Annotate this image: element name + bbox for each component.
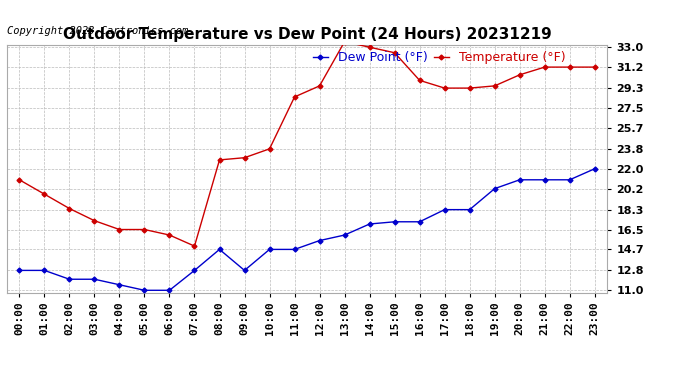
Text: Copyright 2023 Cartronics.com: Copyright 2023 Cartronics.com — [7, 26, 188, 36]
Title: Outdoor Temperature vs Dew Point (24 Hours) 20231219: Outdoor Temperature vs Dew Point (24 Hou… — [63, 27, 551, 42]
Legend: Dew Point (°F), Temperature (°F): Dew Point (°F), Temperature (°F) — [313, 51, 565, 64]
